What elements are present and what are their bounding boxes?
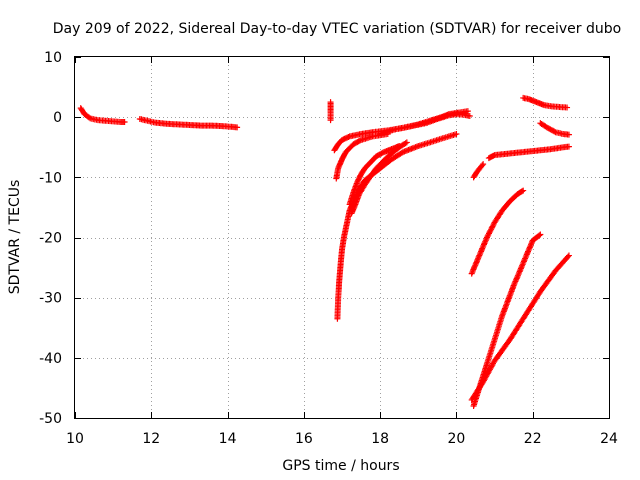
series-trace — [521, 95, 569, 111]
x-axis-title: GPS time / hours — [282, 458, 399, 474]
series-arc-16 — [468, 252, 572, 403]
series-trace — [334, 131, 458, 321]
series-arc-3 — [327, 99, 334, 124]
series-trace — [469, 188, 525, 276]
series-trace — [378, 111, 472, 137]
y-tick-label: -40 — [39, 351, 62, 367]
axis-ticks: 10 12 14 16 18 20 22 24 10 0 -10 -20 -30 -40 -50 — [39, 50, 618, 447]
x-tick-label: 12 — [142, 431, 160, 447]
series-arc-10 — [470, 161, 487, 181]
series-trace — [487, 143, 571, 161]
y-tick-label: -10 — [39, 170, 62, 186]
series-trace — [469, 253, 571, 402]
series-trace — [347, 143, 401, 206]
series-arc-13 — [537, 120, 572, 138]
series-arc-8 — [346, 143, 403, 208]
series-arc-2 — [136, 115, 241, 131]
chart-title: Day 209 of 2022, Sidereal Day-to-day VTE… — [53, 21, 621, 37]
y-tick-label: -30 — [39, 291, 62, 307]
series-arc-15 — [470, 231, 544, 409]
series-arc-5 — [334, 131, 460, 322]
y-tick-label: -50 — [39, 411, 62, 427]
series-trace — [471, 162, 486, 180]
y-tick-label: 10 — [44, 50, 62, 66]
x-tick-label: 14 — [219, 431, 237, 447]
series-arc-14 — [468, 187, 527, 277]
x-tick-label: 16 — [295, 431, 313, 447]
y-axis-title: SDTVAR / TECUs — [7, 180, 23, 295]
y-tick-label: 0 — [53, 110, 62, 126]
plot-frame — [74, 56, 610, 419]
series-trace — [538, 121, 571, 138]
series-arc-9 — [377, 111, 473, 138]
x-tick-label: 20 — [448, 431, 466, 447]
x-tick-label: 24 — [600, 431, 618, 447]
series-arc-11 — [485, 143, 572, 162]
x-tick-label: 22 — [524, 431, 542, 447]
y-tick-label: -20 — [39, 231, 62, 247]
series-arc-1 — [77, 105, 128, 125]
series-arc-12 — [520, 94, 571, 111]
series-trace — [327, 100, 334, 122]
x-tick-label: 18 — [371, 431, 389, 447]
data-points — [77, 94, 572, 409]
x-tick-label: 10 — [66, 431, 84, 447]
series-arc-6 — [333, 131, 391, 182]
series-trace — [78, 106, 127, 125]
series-trace — [138, 116, 239, 131]
